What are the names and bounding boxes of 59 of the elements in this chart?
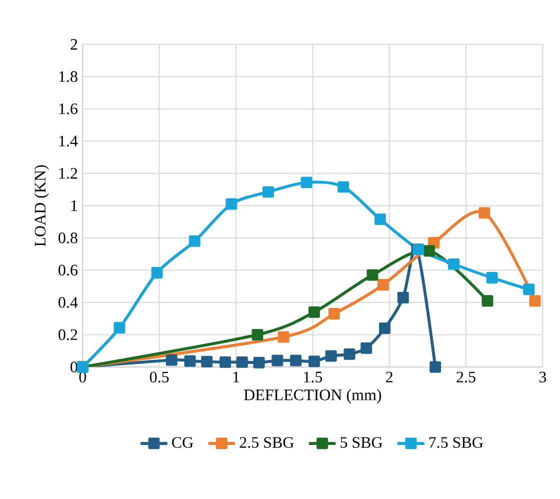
point	[188, 235, 200, 247]
point	[328, 308, 340, 320]
point	[252, 328, 264, 340]
point	[166, 354, 178, 366]
point	[523, 284, 535, 296]
point	[236, 356, 248, 368]
x-tick-label: 2.5	[456, 372, 476, 383]
point	[184, 355, 196, 367]
point	[226, 198, 238, 210]
point	[374, 213, 386, 225]
y-tick-label: 1.6	[59, 103, 78, 114]
point	[290, 354, 302, 366]
point	[430, 361, 442, 373]
y-tick-label: 1	[71, 200, 78, 211]
x-tick-label: 2	[386, 372, 392, 382]
point	[300, 176, 312, 188]
point	[360, 342, 372, 354]
point	[151, 267, 163, 279]
legend-label: 7.5 SBG	[429, 437, 483, 448]
x-tick-label: 1.5	[304, 372, 322, 382]
point	[344, 348, 356, 360]
point	[482, 295, 494, 307]
point	[378, 322, 390, 334]
y-axis-title: LOAD (KN)	[34, 165, 49, 246]
y-tick-label: 0.6	[58, 264, 78, 276]
legend-label: 2.5 SBG	[240, 437, 294, 448]
point	[486, 272, 498, 284]
y-tick-label: 1.8	[59, 71, 78, 82]
point	[278, 331, 290, 343]
y-tick-label: 0	[70, 362, 78, 372]
legend-label: CG	[172, 437, 194, 448]
point	[397, 292, 409, 304]
x-tick-label: 1	[233, 372, 240, 382]
point	[325, 350, 337, 362]
y-tick-label: 0.8	[58, 232, 78, 244]
point	[338, 181, 350, 193]
point	[308, 356, 320, 368]
point	[529, 295, 541, 307]
x-tick-label: 3	[539, 372, 546, 382]
point	[272, 354, 284, 366]
point	[201, 356, 213, 368]
y-tick-label: 2	[70, 39, 78, 50]
point	[262, 186, 274, 198]
point	[478, 207, 490, 219]
point	[253, 356, 265, 368]
x-tick-label: 0.5	[150, 372, 169, 383]
point	[423, 245, 435, 257]
legend-label: 5 SBG	[340, 437, 382, 448]
point	[448, 258, 460, 270]
point	[377, 278, 389, 290]
point	[220, 356, 232, 368]
y-tick-label: 1.2	[59, 168, 78, 179]
point	[366, 269, 378, 281]
y-tick-label: 0.4	[58, 297, 78, 308]
point	[308, 306, 320, 318]
point	[114, 322, 126, 334]
y-tick-label: 1.4	[59, 136, 78, 147]
y-tick-label: 0.2	[58, 329, 78, 340]
x-axis-title: DEFLECTION (mm)	[244, 389, 382, 404]
